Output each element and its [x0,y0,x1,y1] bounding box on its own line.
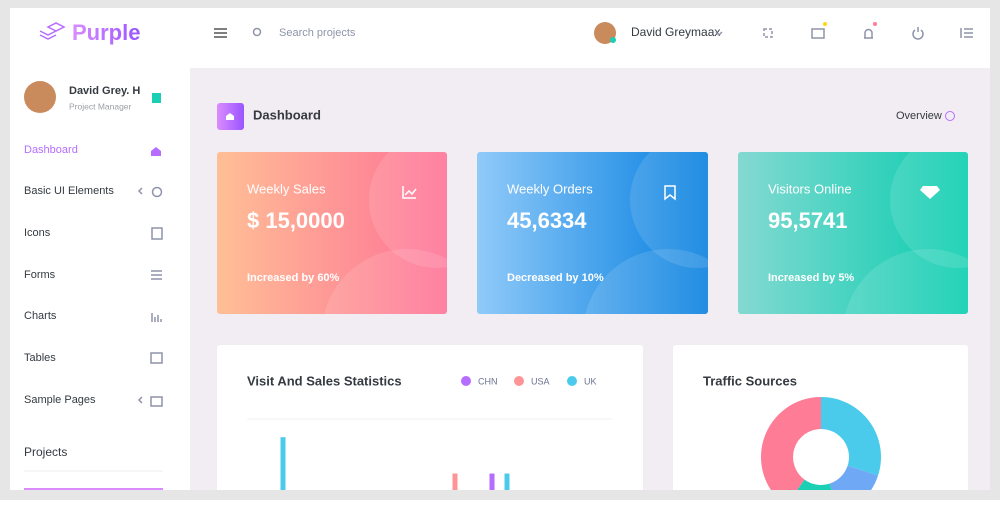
legend-label: CHN [478,376,498,386]
mail-icon[interactable] [811,28,825,39]
search-input[interactable]: Search projects [279,27,356,39]
chevron [137,187,143,195]
card-bg [477,152,708,314]
power-icon[interactable] [912,27,924,40]
bell-icon[interactable] [864,28,873,39]
home-icon [226,113,234,120]
menu-icon [151,227,163,240]
chart-title: Traffic Sources [703,373,797,388]
deco [322,249,447,314]
legend-dot [514,376,524,386]
menu-item[interactable]: Sample Pages [24,394,96,406]
overview-link[interactable]: Overview [896,110,942,122]
deco [369,152,447,268]
user-name[interactable]: David Greymaax [631,25,720,39]
logo-icon [39,22,66,40]
menu-item[interactable]: Dashboard [24,144,78,156]
card-bg [217,152,447,314]
card-title: Visitors Online [768,181,852,196]
mail-badge [823,22,827,26]
card-icon [920,186,940,199]
page-title: Dashboard [253,107,321,122]
profile-role: Project Manager [69,101,132,111]
deco [843,249,968,314]
bar [504,473,510,490]
status-dot [610,37,616,43]
chevron [137,396,143,404]
menu-icon [151,147,161,156]
deco [890,152,968,268]
bar [452,473,458,490]
legend-dot [567,376,577,386]
bell-badge [873,22,877,26]
stat-card [477,152,708,314]
deco [583,249,708,314]
sidebar-section[interactable]: Projects [24,445,67,459]
card-note: Increased by 5% [768,272,854,284]
logo[interactable]: Purple [72,20,140,45]
legend-dot [461,376,471,386]
navbar [10,8,990,68]
menu-icon [151,313,162,322]
fullscreen-icon[interactable] [763,28,773,38]
search-icon [252,27,262,37]
card-icon [402,186,417,199]
card-value: 95,5741 [768,208,848,233]
chart-title: Visit And Sales Statistics [247,373,402,388]
stats-card [217,345,643,490]
pie-slice [821,397,881,476]
stat-card [217,152,447,314]
info-icon [945,111,955,121]
menu-icon [150,396,163,407]
menu-item[interactable]: Tables [24,352,56,364]
pie-slice [760,397,821,490]
pie-slice [797,479,832,490]
menu-item[interactable]: Forms [24,269,56,281]
menu-item[interactable]: Icons [24,227,51,239]
legend-label: UK [584,376,597,386]
legend-label: USA [531,376,550,386]
menu-item[interactable]: Charts [24,310,57,322]
card-note: Decreased by 10% [507,272,604,284]
profile-name: David Grey. H [69,85,140,97]
card-note: Increased by 60% [247,272,340,284]
project-button[interactable] [24,488,163,492]
pie-slice [829,465,879,490]
profile-avatar [24,81,56,113]
deco [630,152,708,268]
settings-icon[interactable] [960,28,973,38]
menu-item[interactable]: Basic UI Elements [24,185,114,197]
card-title: Weekly Sales [247,181,326,196]
card-bg [738,152,968,314]
menu-toggle[interactable] [214,28,227,38]
card-title: Weekly Orders [507,181,593,196]
profile-badge [152,93,161,103]
menu-icon [150,352,163,364]
menu-icon [151,270,162,280]
card-value: 45,6334 [507,208,587,233]
bar [489,473,495,490]
card-icon [664,185,676,201]
card-value: $ 15,0000 [247,208,345,233]
plots: CHN USA UK [280,376,881,490]
bar [280,437,286,490]
stat-card [738,152,968,314]
menu-icon [151,186,163,198]
chevron [715,31,723,37]
